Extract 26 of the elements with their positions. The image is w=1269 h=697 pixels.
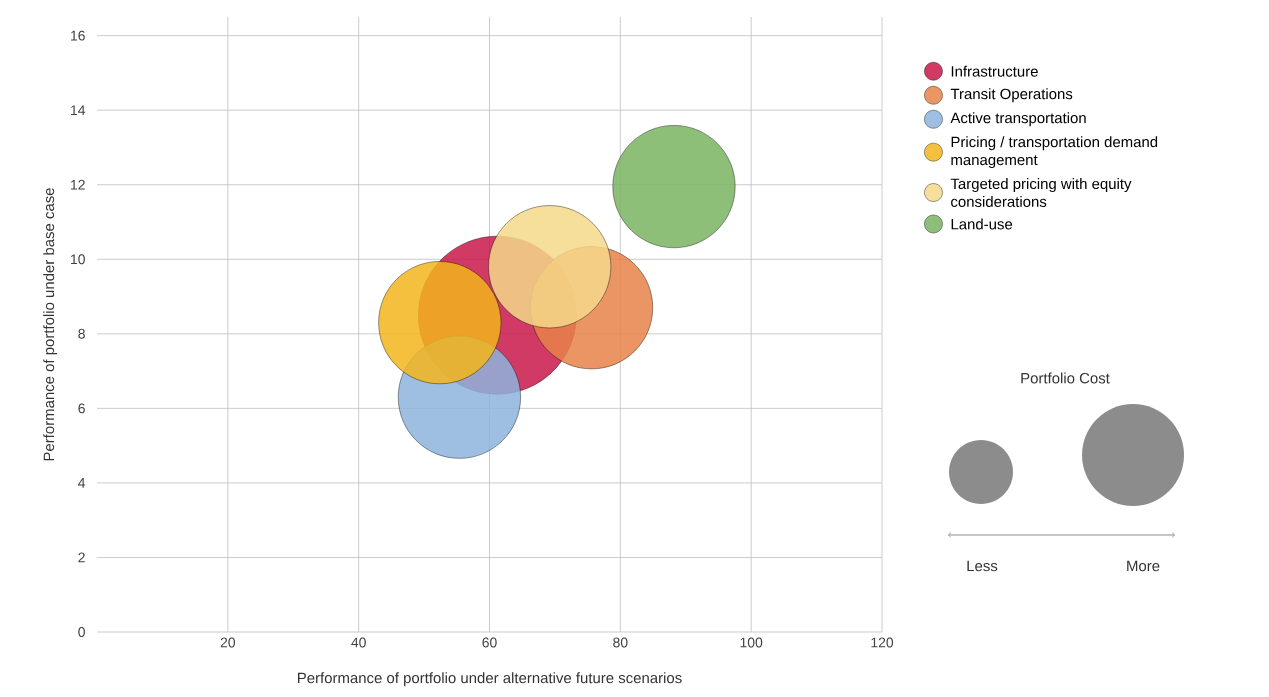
x-tick-label: 40 [351, 637, 366, 648]
y-tick-label: 0 [78, 627, 85, 637]
legend-label: Land-use [951, 218, 1013, 230]
y-tick-label: 8 [78, 328, 85, 339]
text: More [1127, 560, 1160, 572]
y-tick-label: 2 [78, 552, 85, 563]
text: Portfolio Cost [1021, 372, 1110, 384]
legend-label: Infrastructure [951, 65, 1038, 77]
y-tick-label: 4 [78, 478, 86, 488]
x-tick-label: 60 [482, 637, 497, 648]
y-tick-label: 10 [71, 254, 85, 265]
text: Less [967, 560, 998, 572]
x-tick-label: 80 [613, 637, 628, 648]
legend-label: Transit Operations [950, 88, 1073, 103]
y-tick-label: 14 [71, 105, 86, 115]
legend-label: Targeted pricing with equity considerations [950, 178, 1132, 207]
x-tick-label: 120 [871, 637, 894, 648]
y-tick-label: 12 [71, 179, 85, 190]
y-tick-label: 6 [78, 403, 85, 414]
x-tick-label: 100 [740, 637, 763, 648]
y-axis-title: Performance of portfolio under base case [43, 188, 58, 461]
x-axis-title: Performance of portfolio under alternative future scenarios [298, 672, 682, 687]
legend-label: Active transportation [950, 112, 1086, 127]
legend-label: Pricing / transportation demand management [951, 136, 1158, 169]
x-tick-label: 20 [220, 637, 236, 648]
y-tick-label: 16 [71, 30, 85, 41]
